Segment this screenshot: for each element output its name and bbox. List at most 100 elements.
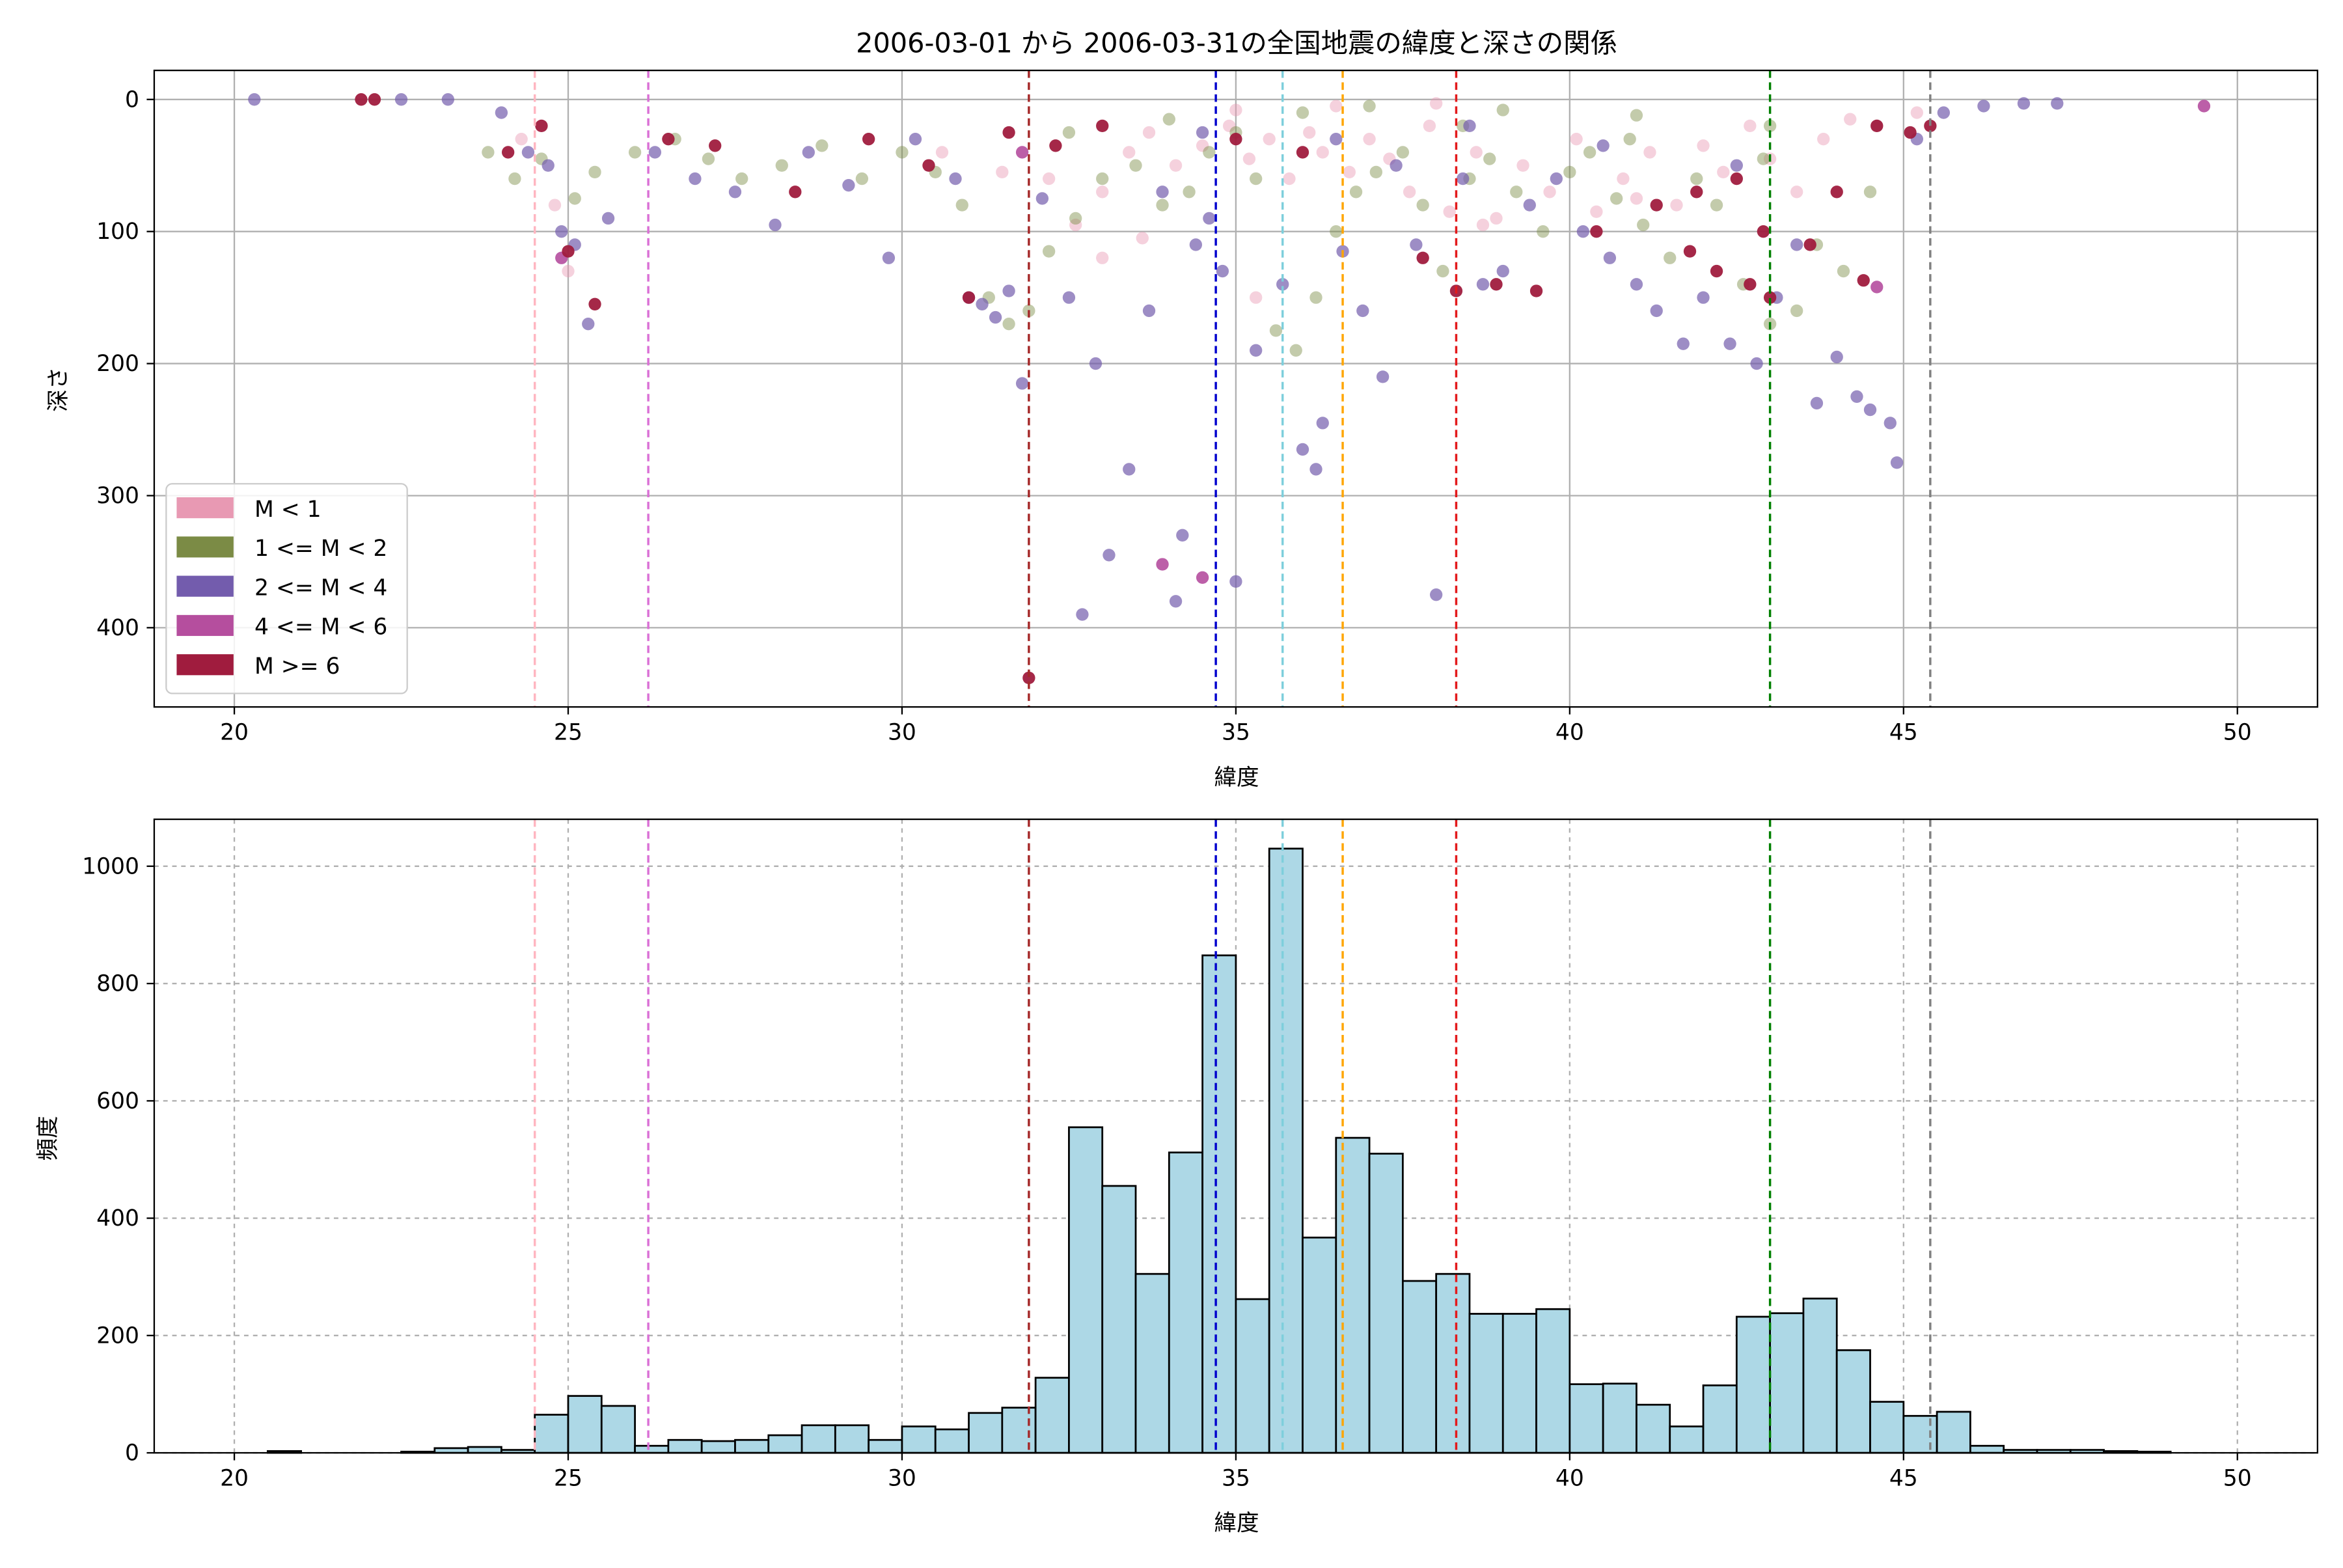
scatter-point (1363, 100, 1376, 113)
scatter-point (1142, 126, 1156, 139)
scatter-point (1803, 238, 1816, 251)
scatter-point (1156, 558, 1169, 571)
scatter-point (1763, 119, 1777, 133)
scatter-point (1330, 132, 1343, 146)
scatter-point (1630, 192, 1643, 205)
scatter-point (355, 93, 368, 106)
histogram-bar (901, 1425, 937, 1454)
scatter-point (1496, 103, 1509, 117)
scatter-point (1650, 304, 1663, 318)
scatter-point (1330, 225, 1343, 238)
scatter-point (1476, 218, 1490, 232)
scatter-point (535, 119, 548, 133)
scatter-point (1576, 225, 1590, 238)
histogram-bar (1368, 1153, 1404, 1454)
histogram-bar (1268, 847, 1304, 1454)
scatter-point (1850, 390, 1863, 403)
scatter-point (1303, 126, 1316, 139)
scatter-point (922, 159, 935, 172)
scatter-point (541, 159, 555, 172)
scatter-point (775, 159, 788, 172)
scatter-point (1744, 119, 1757, 133)
scatter-point (1516, 159, 1529, 172)
histogram-bar (1769, 1312, 1805, 1454)
histogram-bar (1501, 1313, 1537, 1454)
scatter-point (1196, 571, 1209, 584)
scatter-point (1129, 159, 1142, 172)
scatter-point (1069, 218, 1082, 232)
scatter-point (1750, 357, 1763, 370)
scatter-point (996, 165, 1009, 179)
scatter-point (1196, 139, 1209, 152)
scatter-point (1183, 186, 1196, 199)
y-tick-label: 800 (96, 971, 139, 997)
scatter-point (1069, 212, 1082, 225)
x-tick-label: 20 (220, 1466, 249, 1492)
scatter-point (515, 132, 528, 146)
scatter-point (482, 146, 495, 159)
scatter-point (1423, 119, 1436, 133)
scatter-point (1490, 212, 1503, 225)
scatter-point (1250, 172, 1263, 186)
histogram-bar (1802, 1297, 1838, 1454)
histogram-bar (1468, 1313, 1504, 1454)
scatter-axes: 20 25 30 35 40 45 50 0 100 200 300 400 (96, 70, 2319, 746)
legend-label: 1 <= M < 2 (254, 536, 387, 562)
scatter-point (1677, 337, 1690, 350)
scatter-point (2017, 97, 2031, 110)
scatter-point (1710, 264, 1723, 278)
scatter-point (1283, 172, 1296, 186)
scatter-point (1089, 357, 1103, 370)
histogram-bar (1569, 1383, 1604, 1454)
scatter-point (728, 186, 742, 199)
scatter-point (1136, 232, 1149, 245)
scatter-point (368, 93, 381, 106)
scatter-point (1717, 165, 1730, 179)
histogram-bar (1835, 1349, 1871, 1454)
x-tick-label: 40 (1555, 720, 1584, 746)
histogram-ylabel: 頻度 (35, 1116, 61, 1161)
scatter-point (1617, 172, 1630, 186)
histogram-bar (667, 1438, 703, 1454)
scatter-point (1103, 549, 1116, 562)
scatter-point (1643, 146, 1656, 159)
scatter-point (955, 199, 968, 212)
histogram-bar (1636, 1403, 1671, 1454)
scatter-point (601, 212, 615, 225)
scatter-point (842, 179, 855, 192)
scatter-point (1096, 119, 1109, 133)
y-tick-label: 200 (96, 1323, 139, 1349)
scatter-point (1697, 139, 1710, 152)
scatter-point (1250, 291, 1263, 304)
histogram-bar (934, 1428, 970, 1454)
scatter-point (1610, 192, 1623, 205)
scatter-point (1763, 291, 1777, 304)
scatter-point (1269, 324, 1283, 337)
scatter-point (1376, 370, 1390, 383)
scatter-point (1002, 318, 1015, 331)
scatter-point (1169, 159, 1183, 172)
histogram-bar (700, 1440, 736, 1454)
scatter-point (1176, 529, 1189, 542)
x-tick-label: 45 (1889, 1466, 1918, 1492)
scatter-point (1002, 126, 1015, 139)
scatter-point (441, 93, 454, 106)
scatter-point (1884, 417, 1897, 430)
scatter-point (1510, 186, 1523, 199)
scatter-point (1630, 109, 1643, 122)
scatter-point (1443, 205, 1456, 218)
histogram-bar (1535, 1308, 1571, 1454)
scatter-point (1216, 264, 1229, 278)
scatter-point (1076, 608, 1089, 621)
y-tick-label: 400 (96, 615, 139, 641)
scatter-point (1229, 103, 1242, 117)
scatter-point (1203, 146, 1216, 159)
scatter-point (935, 146, 949, 159)
histogram-bar (1335, 1136, 1371, 1454)
scatter-point (1463, 119, 1476, 133)
scatter-point (896, 146, 909, 159)
scatter-point (1123, 463, 1136, 476)
scatter-point (1697, 291, 1710, 304)
scatter-point (1870, 281, 1884, 294)
scatter-point (989, 310, 1002, 324)
